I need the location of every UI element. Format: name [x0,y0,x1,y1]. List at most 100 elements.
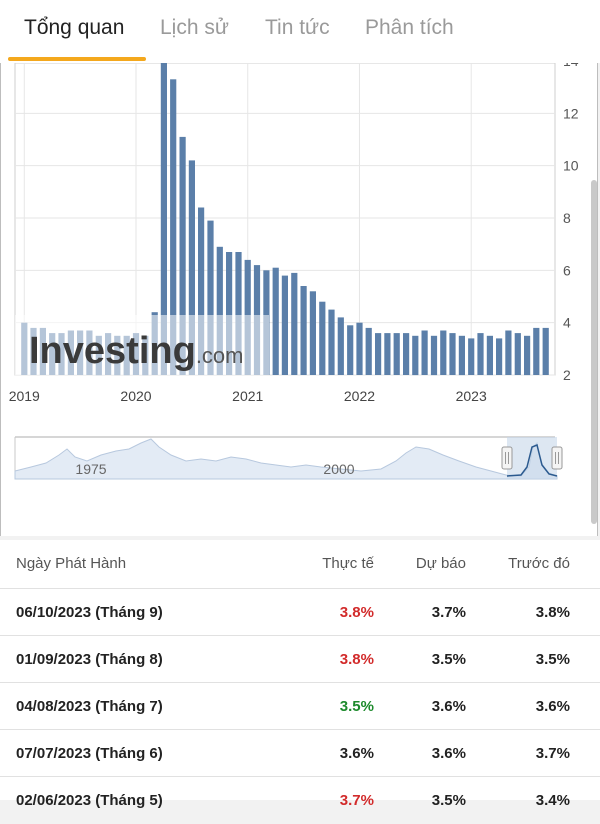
bar[interactable] [291,272,298,375]
bar[interactable] [412,335,419,376]
tab-overview[interactable]: Tổng quan [24,16,125,39]
x-axis: 2019 2020 2021 2022 2023 [9,388,487,404]
row-forecast: 3.5% [431,792,466,809]
y-tick-label: 8 [563,210,571,226]
y-axis: 2 4 6 8 10 12 14 [563,53,579,383]
row-date: 06/10/2023 (Tháng 9) [16,604,163,621]
row-actual: 3.8% [339,651,374,668]
x-tick-label: 2020 [120,388,151,404]
bar[interactable] [384,333,391,375]
y-tick-label: 6 [563,262,571,278]
bar[interactable] [179,136,186,375]
navigator-selection[interactable] [507,437,557,479]
bar[interactable] [496,338,503,375]
bar[interactable] [319,301,326,375]
row-forecast: 3.7% [431,604,466,621]
bar[interactable] [533,327,540,375]
header-previous: Trước đó [508,555,570,572]
bar[interactable] [403,333,410,375]
watermark-backdrop [15,315,269,375]
tab-analysis[interactable]: Phân tích [365,16,454,39]
bar[interactable] [309,291,316,375]
navigator-left-handle[interactable] [501,446,513,470]
tab-bar: Tổng quan Lịch sử Tin tức Phân tích [0,0,600,63]
bar[interactable] [300,286,307,375]
bar[interactable] [216,246,223,375]
bar[interactable] [375,333,382,375]
bar[interactable] [328,309,335,375]
scrollbar-thumb[interactable] [591,180,597,524]
y-tick-label: 14 [563,63,579,69]
chart-navigator[interactable]: 1975 2000 [14,436,563,480]
bar[interactable] [458,335,465,376]
row-forecast: 3.5% [431,651,466,668]
bar[interactable] [524,335,531,376]
row-date: 07/07/2023 (Tháng 6) [16,745,163,762]
bar[interactable] [393,333,400,375]
row-actual: 3.5% [339,698,374,715]
y-tick-label: 4 [563,315,571,331]
bar[interactable] [449,333,456,375]
bar[interactable] [365,327,372,375]
x-tick-label: 2021 [232,388,263,404]
table-row: 01/09/2023 (Tháng 8) 3.8% 3.5% 3.5% [0,635,600,683]
tab-history[interactable]: Lịch sử [160,16,229,39]
row-previous: 3.4% [535,792,570,809]
table-row: 04/08/2023 (Tháng 7) 3.5% 3.6% 3.6% [0,682,600,730]
bar[interactable] [486,335,493,376]
navigator-right-handle[interactable] [551,446,563,470]
navigator-year-label: 1975 [75,461,106,477]
table-row: 02/06/2023 (Tháng 5) 3.7% 3.5% 3.4% [0,776,600,824]
row-actual: 3.7% [339,792,374,809]
header-actual: Thực tế [322,555,374,572]
y-tick-label: 10 [563,158,579,174]
y-tick-label: 12 [563,105,579,121]
table-row: 06/10/2023 (Tháng 9) 3.8% 3.7% 3.8% [0,588,600,636]
row-previous: 3.7% [535,745,570,762]
row-forecast: 3.6% [431,745,466,762]
bar[interactable] [160,63,167,375]
header-forecast: Dự báo [415,555,466,572]
navigator-year-label: 2000 [323,461,354,477]
bar[interactable] [207,220,214,375]
row-actual: 3.8% [339,604,374,621]
bar[interactable] [468,338,475,375]
bar[interactable] [235,252,242,375]
bar[interactable] [347,325,354,375]
bar[interactable] [440,330,447,376]
tab-news[interactable]: Tin tức [265,16,330,39]
row-date: 04/08/2023 (Tháng 7) [16,698,163,715]
watermark-text: Investing.com [29,330,244,372]
row-actual: 3.6% [339,745,374,762]
history-table: Ngày Phát Hành Thực tế Dự báo Trước đó 0… [0,540,600,809]
bar[interactable] [421,330,428,376]
header-release-date: Ngày Phát Hành [16,555,127,572]
table-row: 07/07/2023 (Tháng 6) 3.6% 3.6% 3.7% [0,729,600,777]
row-previous: 3.5% [535,651,570,668]
chart-card: Investing.com 2 4 6 8 10 12 14 2019 2020 2021 202… [0,53,598,536]
active-tab-indicator [8,57,146,61]
row-forecast: 3.6% [431,698,466,715]
table-header: Ngày Phát Hành Thực tế Dự báo Trước đó [0,540,600,587]
bar[interactable] [542,327,549,375]
bar[interactable] [430,335,438,376]
y-tick-label: 2 [563,367,571,383]
row-previous: 3.6% [535,698,570,715]
bar[interactable] [198,207,205,376]
bar[interactable] [226,252,233,375]
x-tick-label: 2019 [9,388,40,404]
unemployment-chart: Investing.com 2 4 6 8 10 12 14 2019 2020 2021 202… [9,53,579,480]
bar[interactable] [356,322,363,375]
bar[interactable] [514,333,521,375]
x-tick-label: 2023 [456,388,487,404]
bar[interactable] [281,275,288,375]
bar[interactable] [170,79,177,376]
bar[interactable] [337,317,344,375]
bar[interactable] [505,330,512,376]
row-date: 02/06/2023 (Tháng 5) [16,792,163,809]
navigator-selection-line [506,443,558,477]
row-date: 01/09/2023 (Tháng 8) [16,651,163,668]
bar[interactable] [188,160,195,375]
bar[interactable] [272,267,279,375]
bar[interactable] [477,333,484,375]
